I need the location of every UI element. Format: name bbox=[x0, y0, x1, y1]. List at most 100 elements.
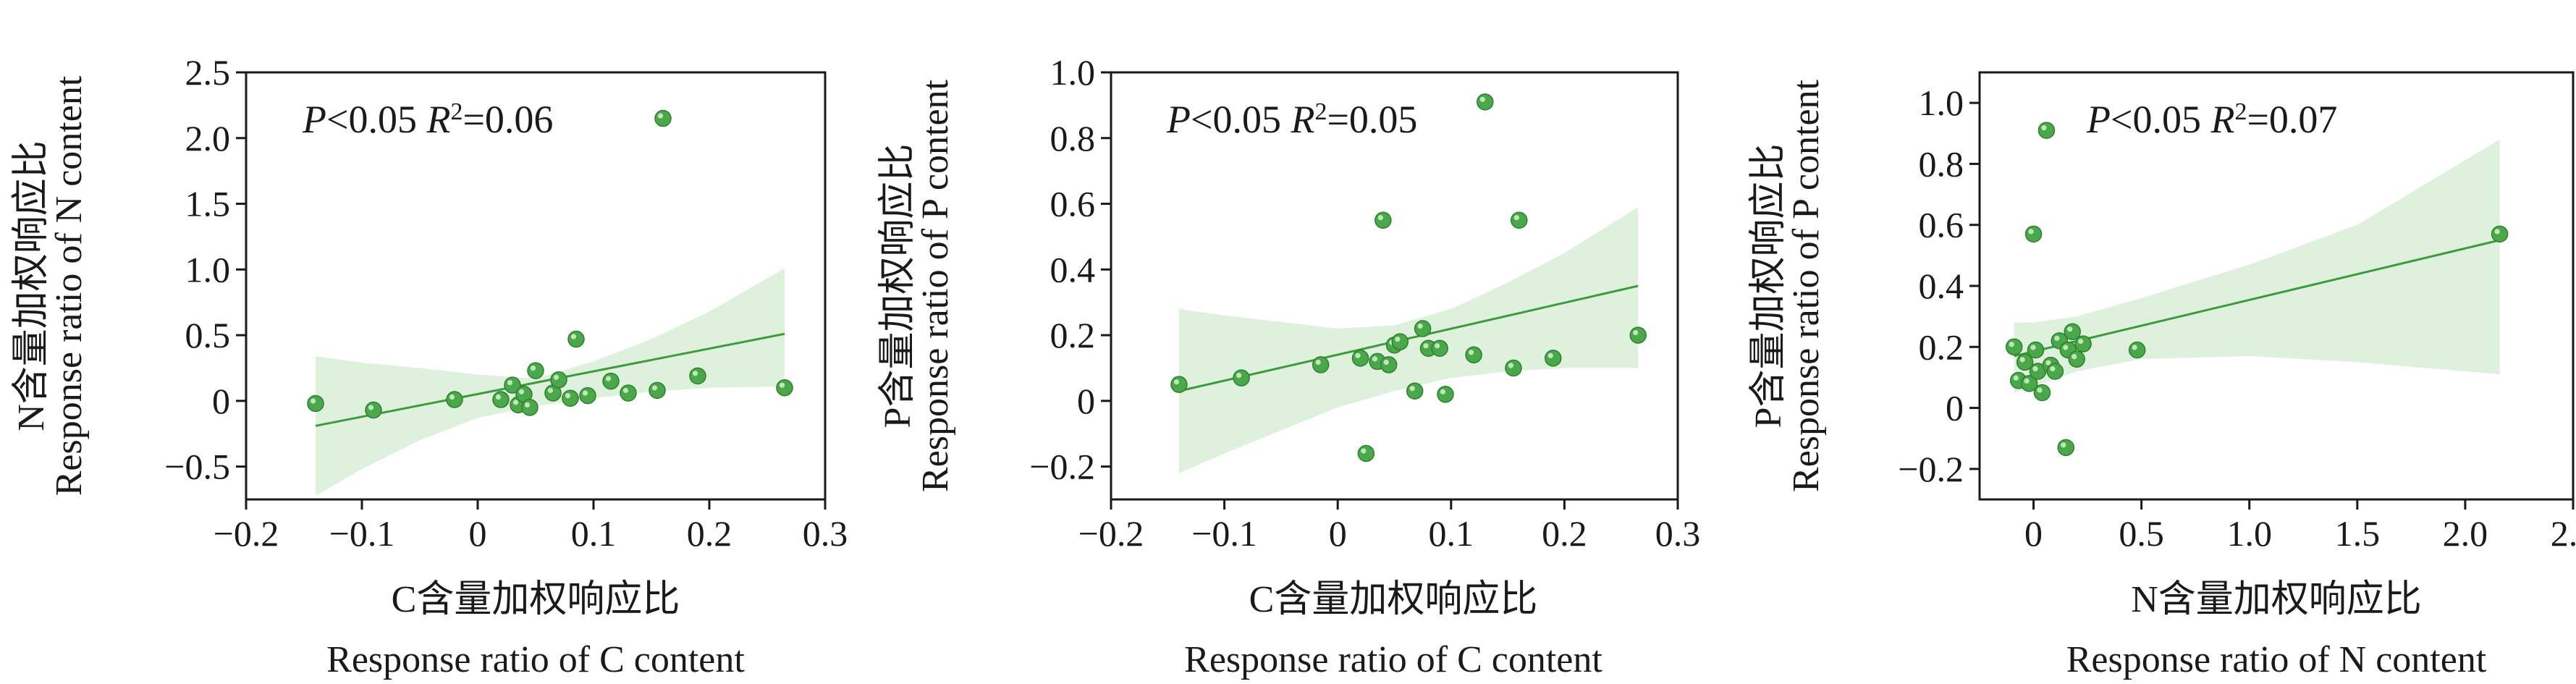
data-point-highlight bbox=[2041, 124, 2047, 131]
data-point-marker bbox=[620, 384, 637, 402]
data-point-highlight bbox=[622, 387, 629, 394]
data-point-highlight bbox=[1383, 359, 1389, 366]
data-point-marker bbox=[365, 401, 382, 419]
x-tick-label: 0.1 bbox=[1429, 513, 1474, 554]
y-axis-title-en: Response ratio of P content bbox=[915, 79, 956, 492]
data-point bbox=[2033, 384, 2051, 402]
data-point-marker bbox=[1431, 339, 1448, 357]
data-point-highlight bbox=[2050, 366, 2056, 372]
data-point bbox=[2491, 225, 2509, 243]
data-point-highlight bbox=[2037, 387, 2043, 393]
data-point bbox=[1170, 376, 1188, 393]
stat-p-value: <0.05 bbox=[2111, 98, 2210, 141]
x-axis-title-en: Response ratio of C content bbox=[1184, 639, 1602, 680]
data-point-marker bbox=[2068, 350, 2085, 368]
data-point bbox=[2068, 350, 2085, 368]
data-point-highlight bbox=[1377, 215, 1383, 221]
data-point bbox=[1544, 350, 1562, 367]
y-tick-label: 0.6 bbox=[1050, 184, 1096, 224]
y-axis-title-cn: P含量加权响应比 bbox=[877, 144, 919, 428]
stat-p-symbol: P bbox=[2086, 98, 2111, 141]
x-axis-title-cn: N含量加权响应比 bbox=[2131, 579, 2422, 620]
data-point-marker bbox=[446, 391, 463, 408]
panel-c-vs-p: −0.2 −0.1 0 0.1 0.2 0.3 −0.2 0 0.2 0.4 0.6 0.8 1.0 P… bbox=[877, 52, 1700, 680]
data-point bbox=[527, 362, 544, 379]
stat-p-value: <0.05 bbox=[326, 98, 426, 141]
data-point bbox=[365, 401, 382, 419]
x-tick-label: −0.2 bbox=[1078, 513, 1144, 554]
confidence-band bbox=[316, 268, 785, 496]
data-point-highlight bbox=[495, 394, 502, 400]
data-point-highlight bbox=[1469, 350, 1474, 355]
data-point bbox=[1357, 444, 1375, 463]
data-point-marker bbox=[2027, 341, 2045, 359]
stat-r-symbol: R bbox=[2210, 98, 2234, 141]
y-tick-label: −0.2 bbox=[1029, 447, 1095, 487]
data-point-highlight bbox=[1435, 343, 1440, 349]
panel-n-vs-p: 0 0.5 1.0 1.5 2.0 2.5 −0.2 0 0.2 0.4 0.6 0.8 1.0 P<0… bbox=[1748, 71, 2576, 680]
data-point-marker bbox=[2491, 225, 2509, 243]
x-tick-label: 0.3 bbox=[803, 513, 848, 554]
data-point-marker bbox=[689, 367, 706, 385]
data-point-highlight bbox=[518, 389, 525, 394]
data-point bbox=[515, 386, 533, 403]
stat-r-value: =0.06 bbox=[463, 98, 553, 141]
data-point-highlight bbox=[2078, 338, 2084, 345]
data-point-highlight bbox=[547, 387, 554, 394]
data-point bbox=[2046, 363, 2064, 380]
y-tick-label: 0.8 bbox=[1050, 118, 1096, 159]
data-point-marker bbox=[1477, 93, 1494, 111]
x-axis-title-en: Response ratio of N content bbox=[2066, 639, 2487, 680]
data-point bbox=[2024, 225, 2043, 243]
data-point-highlight bbox=[2030, 345, 2036, 350]
y-tick-label: 0.8 bbox=[1919, 143, 1964, 184]
regression-line bbox=[2014, 239, 2500, 358]
data-point-highlight bbox=[1479, 96, 1485, 102]
x-tick-label: 2.5 bbox=[2551, 513, 2576, 554]
x-tick-label: 0.2 bbox=[1542, 513, 1587, 554]
y-tick-label: 0.5 bbox=[185, 315, 231, 355]
data-point-highlight bbox=[2013, 375, 2019, 381]
data-point bbox=[649, 381, 666, 400]
stat-r-value: =0.07 bbox=[2247, 98, 2337, 141]
data-point-marker bbox=[2005, 338, 2023, 356]
data-point bbox=[2020, 375, 2038, 392]
x-tick-label: 2.0 bbox=[2443, 513, 2488, 554]
data-point bbox=[2016, 353, 2034, 371]
data-point-highlight bbox=[507, 379, 513, 386]
data-point-highlight bbox=[657, 113, 664, 119]
data-point bbox=[1465, 346, 1482, 364]
data-point bbox=[2057, 439, 2075, 457]
stat-annotation: P<0.05 R2=0.05 bbox=[1166, 98, 1417, 141]
x-tick-label: 0 bbox=[1329, 513, 1347, 554]
data-point bbox=[2027, 341, 2045, 359]
data-point-marker bbox=[1465, 346, 1482, 364]
y-tick-label: 1.0 bbox=[185, 249, 231, 290]
data-point bbox=[654, 109, 672, 127]
data-point-marker bbox=[1374, 211, 1392, 229]
data-point bbox=[579, 387, 596, 405]
data-point-highlight bbox=[2009, 342, 2014, 347]
y-tick-label: 0.4 bbox=[1919, 266, 1964, 306]
data-point-marker bbox=[550, 371, 567, 389]
stat-p-value: <0.05 bbox=[1191, 98, 1291, 141]
regression-line bbox=[1178, 284, 1639, 392]
data-point bbox=[1629, 326, 1647, 344]
data-point-marker bbox=[1437, 386, 1454, 403]
x-axis-title-en: Response ratio of C content bbox=[326, 639, 745, 680]
data-point bbox=[1437, 386, 1454, 403]
data-point-highlight bbox=[310, 398, 316, 404]
data-point-highlight bbox=[2019, 357, 2025, 363]
x-tick-label: 0.2 bbox=[687, 513, 732, 554]
data-point-highlight bbox=[2032, 366, 2038, 372]
data-point-marker bbox=[567, 330, 585, 348]
data-point bbox=[2128, 341, 2146, 359]
data-point-highlight bbox=[1633, 329, 1639, 336]
data-point-highlight bbox=[2494, 229, 2500, 235]
data-point bbox=[1374, 211, 1392, 229]
y-tick-label: 0.4 bbox=[1050, 249, 1096, 290]
data-point-highlight bbox=[2132, 345, 2137, 350]
data-point-marker bbox=[1312, 356, 1330, 373]
data-point bbox=[446, 391, 463, 408]
data-point bbox=[2037, 122, 2056, 139]
